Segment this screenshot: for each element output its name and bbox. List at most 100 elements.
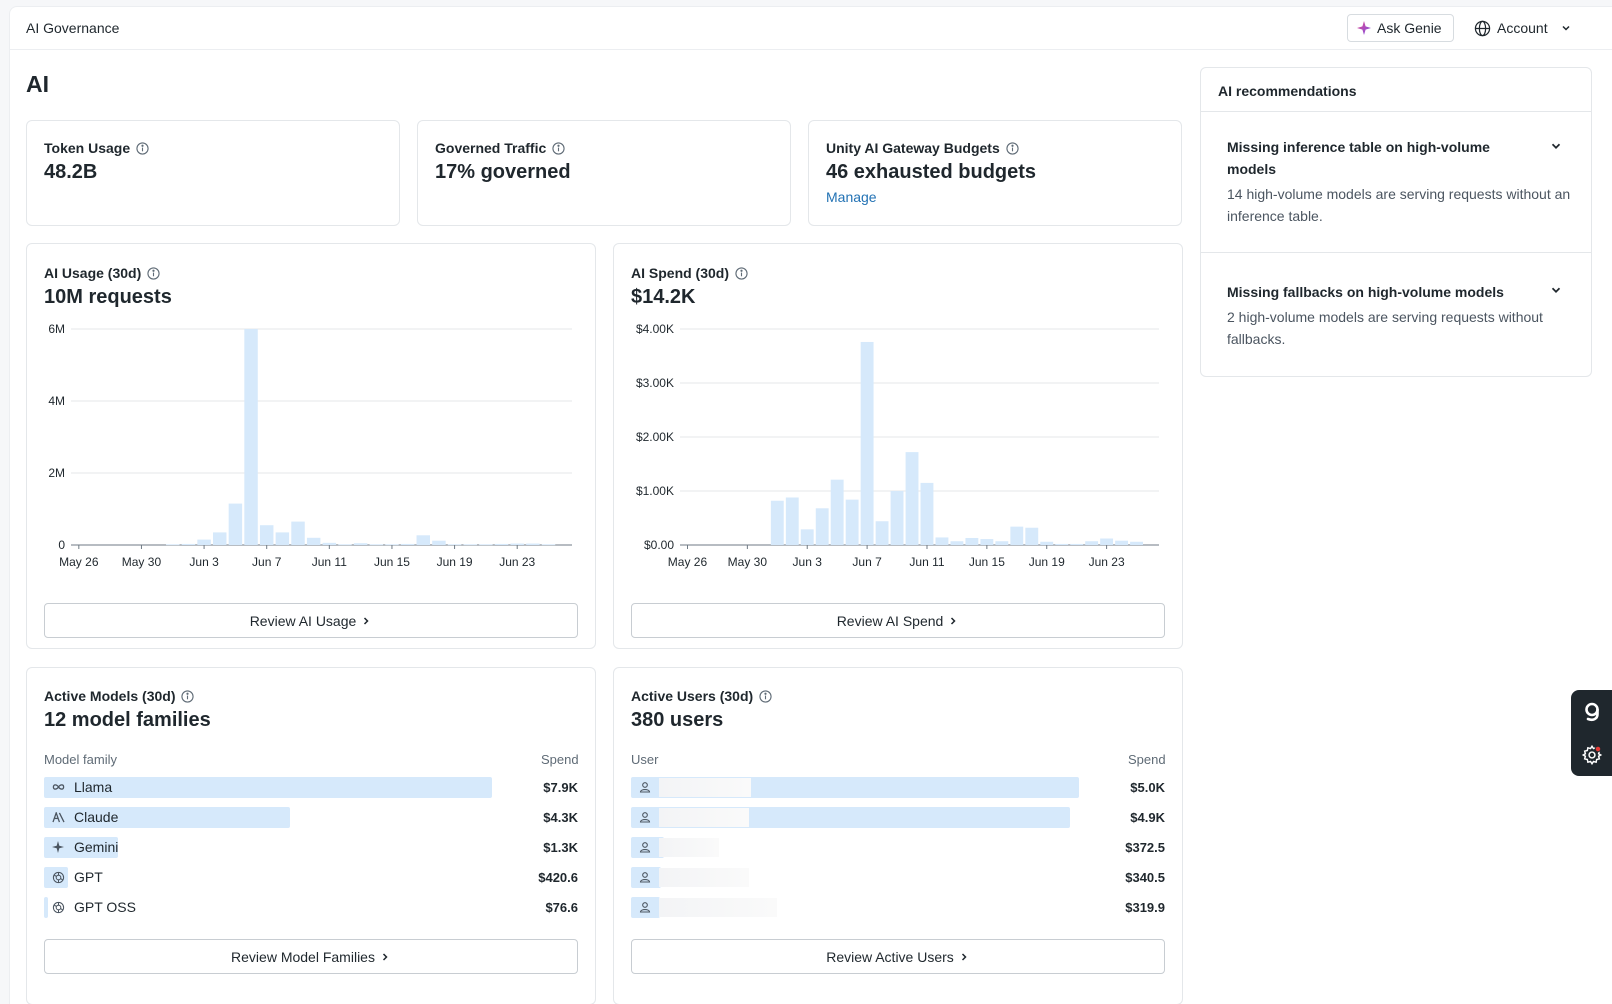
assistant-button[interactable] bbox=[1571, 690, 1612, 733]
spend-header: Spend bbox=[541, 752, 579, 767]
ai-usage-chart: 0 2M 4M 6M May 26 May 30 Jun 3 Jun 7 Jun 11 Jun 1… bbox=[48, 322, 572, 569]
user-spend: $319.9 bbox=[1125, 900, 1165, 915]
info-icon[interactable] bbox=[136, 141, 149, 155]
user-row[interactable]: $4.9K bbox=[631, 807, 1165, 828]
model-spend: $420.6 bbox=[538, 870, 578, 885]
chart-bar bbox=[950, 541, 964, 545]
review-active-users-button[interactable]: Review Active Users bbox=[631, 939, 1165, 974]
chart-bar bbox=[526, 543, 540, 545]
infinity-icon bbox=[51, 780, 65, 794]
info-icon[interactable] bbox=[735, 266, 748, 280]
governed-traffic-value: 17% governed bbox=[435, 161, 571, 183]
recommendation-title[interactable]: Missing inference table on high-volume m… bbox=[1227, 139, 1490, 177]
chart-bar bbox=[541, 544, 556, 546]
top-bar: AI Governance Ask Genie Account bbox=[10, 7, 1612, 50]
chevron-right-icon bbox=[961, 952, 967, 961]
divider bbox=[1201, 252, 1591, 253]
chevron-down-icon[interactable] bbox=[1549, 283, 1563, 297]
x-tick-label: Jun 15 bbox=[969, 555, 1005, 569]
review-model-families-button[interactable]: Review Model Families bbox=[44, 939, 578, 974]
y-tick-label: $2.00K bbox=[636, 430, 674, 444]
sparkle-icon bbox=[1357, 21, 1371, 35]
chart-bar bbox=[291, 521, 305, 545]
model-row-gpt-oss[interactable]: GPT OSS $76.6 bbox=[44, 897, 578, 918]
ai-spend-card: AI Spend (30d) $14.2K $0.00 $1.00K $2.00K $… bbox=[613, 243, 1183, 649]
openai-icon bbox=[51, 900, 65, 914]
chart-bar bbox=[432, 540, 446, 545]
user-spend: $340.5 bbox=[1125, 870, 1165, 885]
chart-bar bbox=[385, 544, 399, 546]
model-row-gemini[interactable]: Gemini $1.3K bbox=[44, 837, 578, 858]
chart-bar bbox=[905, 452, 919, 545]
x-tick-label: Jun 19 bbox=[437, 555, 473, 569]
review-ai-usage-button[interactable]: Review AI Usage bbox=[44, 603, 578, 638]
y-tick-label: 4M bbox=[48, 394, 65, 408]
ai-usage-label-row: AI Usage (30d) bbox=[44, 265, 160, 281]
user-icon bbox=[638, 870, 652, 884]
active-models-label: Active Models (30d) bbox=[44, 688, 176, 704]
account-menu[interactable]: Account bbox=[1474, 16, 1572, 40]
ai-spend-chart: $0.00 $1.00K $2.00K $3.00K $4.00K May 26 May 3… bbox=[636, 322, 1159, 569]
y-tick-label: $0.00 bbox=[644, 538, 674, 552]
gear-icon bbox=[1581, 744, 1602, 765]
x-tick-label: Jun 15 bbox=[374, 555, 410, 569]
redacted-user-name bbox=[659, 898, 777, 917]
chart-bar bbox=[181, 543, 196, 545]
ai-usage-label: AI Usage (30d) bbox=[44, 265, 142, 281]
x-tick-label: Jun 3 bbox=[189, 555, 219, 569]
x-tick-label: Jun 7 bbox=[852, 555, 882, 569]
chart-bar bbox=[935, 537, 949, 545]
chart-bar bbox=[1010, 526, 1024, 545]
y-tick-label: $4.00K bbox=[636, 322, 674, 336]
model-row-gpt[interactable]: GPT $420.6 bbox=[44, 867, 578, 888]
active-models-label-row: Active Models (30d) bbox=[44, 688, 195, 704]
review-model-families-label: Review Model Families bbox=[231, 948, 375, 965]
model-spend: $4.3K bbox=[543, 810, 578, 825]
user-row[interactable]: $5.0K bbox=[631, 777, 1165, 798]
user-row[interactable]: $340.5 bbox=[631, 867, 1165, 888]
user-row[interactable]: $372.5 bbox=[631, 837, 1165, 858]
token-usage-label-row: Token Usage bbox=[44, 140, 149, 156]
chevron-down-icon[interactable] bbox=[1549, 139, 1563, 153]
review-ai-spend-button[interactable]: Review AI Spend bbox=[631, 603, 1165, 638]
chart-bar bbox=[815, 508, 829, 545]
info-icon[interactable] bbox=[552, 141, 565, 155]
ask-genie-button[interactable]: Ask Genie bbox=[1347, 14, 1454, 42]
settings-button[interactable] bbox=[1571, 733, 1612, 776]
chart-bar bbox=[875, 521, 889, 545]
chart-bar bbox=[1025, 527, 1039, 545]
user-row[interactable]: $319.9 bbox=[631, 897, 1165, 918]
recommendation-title[interactable]: Missing fallbacks on high-volume models bbox=[1227, 284, 1504, 300]
active-users-card: Active Users (30d) 380 users User Spend … bbox=[613, 667, 1183, 1004]
ai-usage-card: AI Usage (30d) 10M requests 0 2M 4M 6M May 2… bbox=[26, 243, 596, 649]
chart-bar bbox=[479, 544, 493, 546]
active-users-label-row: Active Users (30d) bbox=[631, 688, 772, 704]
user-spend: $5.0K bbox=[1130, 780, 1165, 795]
info-icon[interactable] bbox=[147, 266, 160, 280]
model-row-llama[interactable]: Llama $7.9K bbox=[44, 777, 578, 798]
chart-bar bbox=[306, 537, 321, 545]
assistant-logo-icon bbox=[1584, 702, 1599, 721]
openai-icon bbox=[51, 870, 65, 884]
model-row-claude[interactable]: Claude $4.3K bbox=[44, 807, 578, 828]
x-tick-label: Jun 19 bbox=[1029, 555, 1065, 569]
model-spend: $76.6 bbox=[545, 900, 578, 915]
active-users-value: 380 users bbox=[631, 709, 724, 731]
active-models-value: 12 model families bbox=[44, 709, 211, 731]
recommendation-description: 2 high-volume models are serving request… bbox=[1227, 309, 1543, 347]
chart-bar bbox=[920, 482, 934, 545]
info-icon[interactable] bbox=[1006, 141, 1019, 155]
info-icon[interactable] bbox=[759, 689, 772, 703]
globe-icon bbox=[1474, 20, 1491, 36]
x-tick-label: Jun 3 bbox=[793, 555, 823, 569]
chart-bar bbox=[275, 532, 290, 545]
info-icon[interactable] bbox=[181, 689, 195, 703]
ai-recommendations-panel: AI recommendations Missing inference tab… bbox=[1200, 67, 1592, 377]
x-tick-label: Jun 11 bbox=[909, 555, 944, 569]
active-models-card: Active Models (30d) 12 model families Mo… bbox=[26, 667, 596, 1004]
chart-bar bbox=[400, 543, 415, 545]
redacted-user-name bbox=[659, 838, 719, 857]
manage-budgets-link[interactable]: Manage bbox=[826, 189, 877, 205]
chart-bar bbox=[1040, 541, 1054, 545]
chevron-down-icon bbox=[1562, 25, 1570, 31]
